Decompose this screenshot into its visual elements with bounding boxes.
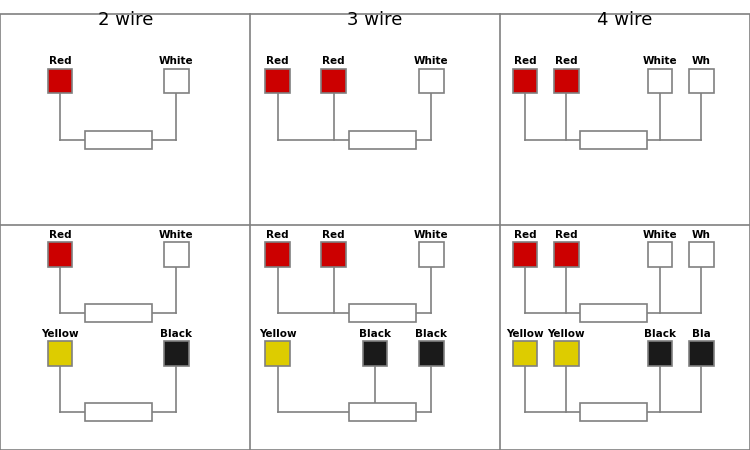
Text: Red: Red xyxy=(514,230,536,239)
Text: White: White xyxy=(414,56,448,67)
Bar xyxy=(321,68,346,94)
Bar xyxy=(349,130,416,148)
Text: Red: Red xyxy=(322,230,345,239)
Text: 2 wire: 2 wire xyxy=(98,11,153,29)
Text: Red: Red xyxy=(322,56,345,67)
Text: 4 wire: 4 wire xyxy=(597,11,652,29)
Bar xyxy=(647,341,672,365)
Bar xyxy=(689,242,714,266)
Text: Yellow: Yellow xyxy=(506,328,544,338)
Bar xyxy=(164,68,188,94)
Bar xyxy=(554,68,579,94)
Bar xyxy=(419,242,444,266)
Text: White: White xyxy=(159,230,194,239)
Bar xyxy=(513,68,537,94)
Text: Red: Red xyxy=(266,56,289,67)
Bar xyxy=(554,242,579,266)
Bar xyxy=(689,68,714,94)
Bar xyxy=(580,304,647,322)
Bar xyxy=(48,242,72,266)
Bar xyxy=(363,341,387,365)
Bar xyxy=(419,68,444,94)
Text: Black: Black xyxy=(160,328,192,338)
Text: Black: Black xyxy=(416,328,447,338)
Text: Yellow: Yellow xyxy=(548,328,585,338)
Bar xyxy=(164,242,188,266)
Text: Yellow: Yellow xyxy=(259,328,296,338)
Bar xyxy=(580,130,647,148)
Bar xyxy=(647,242,672,266)
Bar xyxy=(419,341,444,365)
Text: Red: Red xyxy=(49,230,71,239)
Text: Red: Red xyxy=(49,56,71,67)
Bar xyxy=(85,403,152,421)
Bar xyxy=(689,341,714,365)
Text: White: White xyxy=(643,230,677,239)
Bar xyxy=(85,304,152,322)
Bar xyxy=(349,403,416,421)
Text: Red: Red xyxy=(266,230,289,239)
Text: Red: Red xyxy=(555,230,578,239)
Bar xyxy=(48,68,72,94)
Bar xyxy=(85,130,152,148)
Bar xyxy=(266,68,290,94)
Text: White: White xyxy=(159,56,194,67)
Text: Red: Red xyxy=(555,56,578,67)
Bar xyxy=(647,68,672,94)
Text: Wh: Wh xyxy=(692,56,711,67)
Bar xyxy=(164,341,188,365)
Text: 3 wire: 3 wire xyxy=(347,11,403,29)
Text: White: White xyxy=(643,56,677,67)
Bar xyxy=(48,341,72,365)
Text: Red: Red xyxy=(514,56,536,67)
Text: Black: Black xyxy=(359,328,391,338)
Bar xyxy=(513,341,537,365)
Text: Wh: Wh xyxy=(692,230,711,239)
Text: Black: Black xyxy=(644,328,676,338)
Bar xyxy=(266,242,290,266)
Bar xyxy=(349,304,416,322)
Bar xyxy=(513,242,537,266)
Bar xyxy=(580,403,647,421)
Text: Bla: Bla xyxy=(692,328,711,338)
Text: Yellow: Yellow xyxy=(41,328,79,338)
Text: White: White xyxy=(414,230,448,239)
Bar xyxy=(554,341,579,365)
Bar xyxy=(321,242,346,266)
Bar xyxy=(266,341,290,365)
